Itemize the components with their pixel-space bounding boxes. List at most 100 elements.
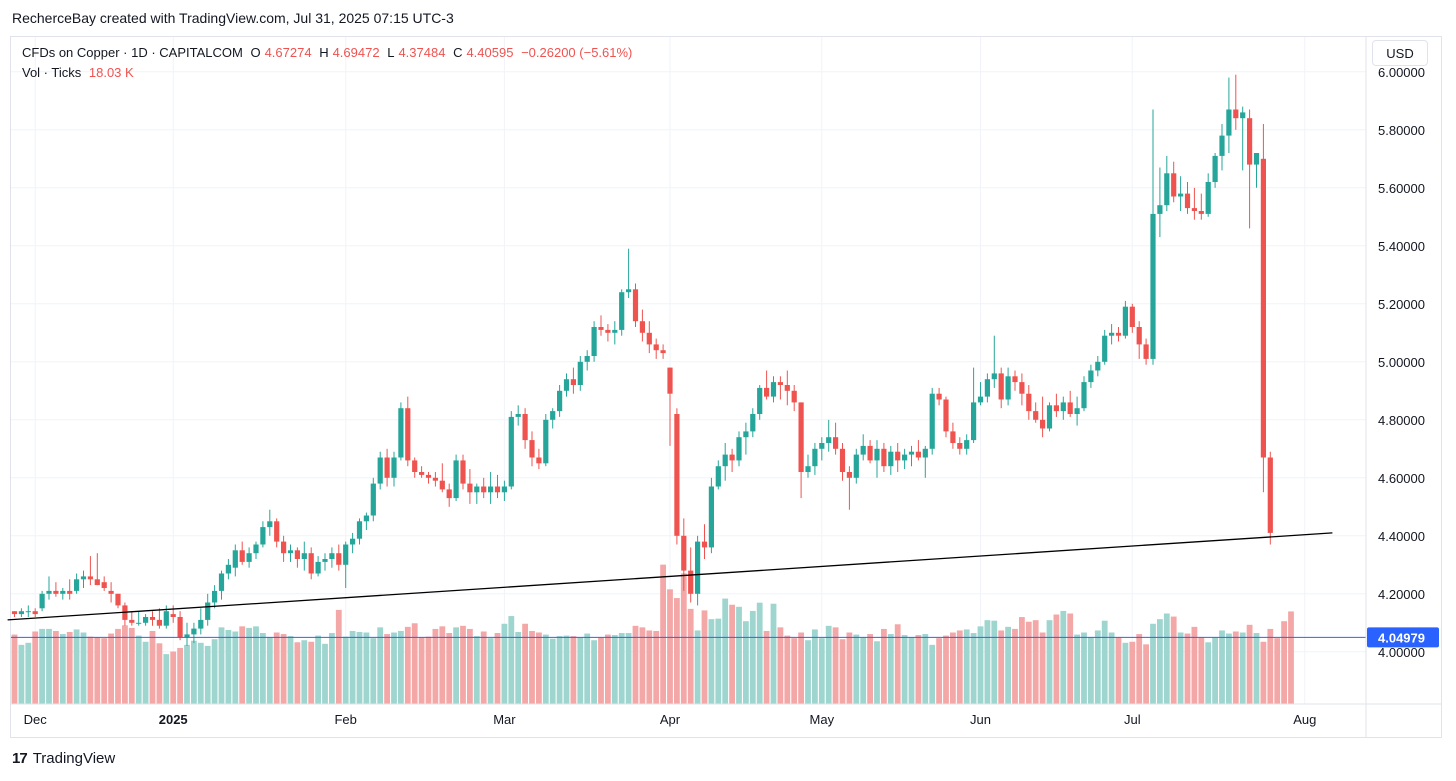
candle-body [432, 477, 438, 481]
volume-bar [1184, 633, 1191, 704]
volume-bar [453, 627, 459, 704]
volume-bar [1281, 621, 1287, 704]
volume-bar [908, 637, 915, 704]
volume-bar [901, 635, 908, 704]
candle [370, 477, 376, 522]
volume-bar [936, 638, 942, 704]
volume-bar [322, 643, 328, 704]
candle-body [1033, 411, 1039, 420]
candle-body [874, 448, 880, 461]
candle-body [439, 480, 445, 490]
volume-bar [46, 628, 52, 704]
candle [915, 440, 921, 461]
candle-body [798, 402, 804, 472]
candle [87, 556, 93, 586]
volume-bar [639, 627, 646, 704]
candle [453, 454, 459, 501]
volume-bar [1157, 619, 1163, 704]
candle-body [1233, 109, 1239, 119]
volume-bar [1226, 633, 1232, 704]
volume-bar [1253, 633, 1260, 704]
candle [53, 582, 59, 597]
candle [232, 544, 238, 577]
volume-bar [156, 643, 163, 704]
volume-bar [625, 633, 632, 704]
volume-bar [439, 626, 446, 704]
volume-bar [11, 634, 18, 704]
candle [253, 541, 259, 559]
candle [1171, 161, 1177, 203]
candle-body [336, 553, 342, 565]
candle [25, 605, 31, 617]
candle-body [977, 396, 984, 403]
candle [1184, 182, 1191, 214]
candle [460, 454, 466, 490]
candle-body [198, 619, 204, 629]
volume-bar [467, 628, 473, 704]
candle [1033, 402, 1039, 423]
volume-bar [1288, 611, 1294, 704]
currency-selector[interactable]: USD [1372, 40, 1428, 66]
candle [1005, 367, 1011, 406]
volume-bar [294, 642, 301, 704]
candle [846, 466, 852, 510]
volume-bar [1163, 613, 1170, 704]
volume-bar [570, 636, 577, 704]
volume-bar [370, 638, 377, 704]
volume-bar [867, 634, 873, 704]
candle [984, 373, 990, 403]
candle [529, 431, 535, 467]
candle-body [1102, 335, 1108, 362]
candle [1122, 300, 1128, 339]
volume-bar [667, 589, 673, 704]
volume-bar [950, 632, 956, 704]
candle [957, 437, 963, 455]
volume-bar [1212, 637, 1218, 704]
volume-bar [1012, 628, 1018, 704]
candle [522, 408, 528, 449]
candle-body [1095, 361, 1101, 371]
volume-bar [1246, 624, 1253, 704]
candle [922, 445, 928, 478]
symbol-title[interactable]: CFDs on Copper · 1D · CAPITALCOM [22, 45, 243, 60]
volume-bar [846, 632, 853, 704]
candle [343, 541, 349, 588]
candle-body [922, 448, 928, 458]
candle-body [246, 553, 252, 562]
volume-bar [342, 636, 349, 704]
volume-label[interactable]: Vol · Ticks [22, 65, 82, 80]
candle-body [888, 451, 894, 467]
volume-bar [377, 627, 384, 704]
tradingview-logo[interactable]: 17 TradingView [12, 750, 115, 767]
volume-bar [135, 635, 142, 704]
price-tick-label: 4.80000 [1378, 413, 1425, 428]
volume-bar [425, 636, 432, 704]
candle-body [232, 550, 238, 568]
candle [308, 547, 314, 580]
volume-bar [1122, 642, 1129, 704]
candle-body [770, 382, 777, 397]
chart-frame[interactable] [10, 36, 1442, 738]
candle [94, 553, 100, 586]
volume-bar [694, 630, 701, 704]
candle-body [929, 393, 935, 449]
candle [39, 590, 45, 612]
candle-body [1191, 208, 1197, 211]
volume-bar [646, 630, 653, 704]
candle [784, 370, 790, 406]
candle [1102, 329, 1108, 365]
candle-body [902, 454, 908, 461]
candle-body [943, 399, 949, 432]
candle [218, 570, 225, 600]
volume-bar [239, 626, 246, 704]
volume-bar [1019, 617, 1025, 704]
high-value: 4.69472 [332, 45, 380, 60]
candle [1019, 373, 1025, 406]
volume-bar [1005, 626, 1011, 704]
candle [384, 448, 390, 487]
volume-bar [929, 644, 936, 704]
volume-bar [915, 635, 922, 704]
volume-bar [963, 629, 970, 704]
candle-body [474, 486, 480, 493]
